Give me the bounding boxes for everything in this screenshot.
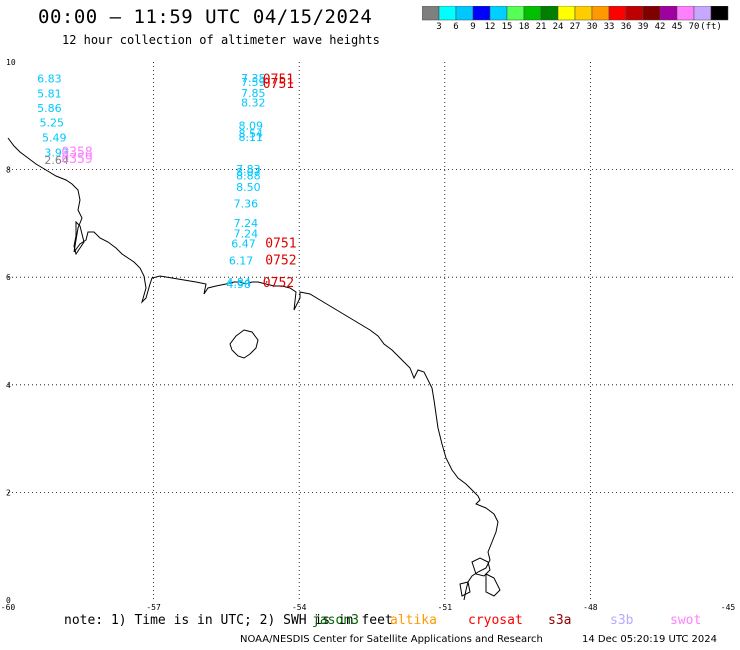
pass-time-label: 0359	[61, 152, 92, 167]
colorbar-label: 24	[552, 22, 564, 32]
x-tick-label: -60	[1, 603, 16, 612]
y-tick-label: 2	[6, 488, 11, 497]
colorbar-label: 15	[501, 22, 513, 32]
wave-height-label: 8.88	[236, 169, 261, 182]
satellite-legend-cryosat: cryosat	[468, 613, 523, 628]
satellite-legend-jason3: jason3	[312, 613, 359, 628]
y-tick-label: 10	[6, 58, 16, 67]
colorbar-label: 18	[518, 22, 530, 32]
wave-height-label: 8.54	[239, 127, 263, 140]
wave-height-label: 5.81	[37, 88, 62, 101]
coastline-delta	[459, 557, 501, 597]
wave-height-label: 4.98	[226, 278, 251, 291]
wave-height-label: 7.59	[241, 76, 266, 89]
wave-height-label: 6.83	[37, 72, 62, 85]
pass-time-label: 0751	[265, 237, 296, 252]
wave-height-label: 2.64	[44, 154, 69, 167]
wave-height-label: 5.86	[37, 102, 62, 115]
colorbar-label: 6	[453, 22, 459, 32]
x-tick-label: -57	[146, 603, 161, 612]
pass-time-label: 0751	[263, 77, 294, 92]
colorbar-label: 70	[688, 22, 700, 32]
wave-height-label: 7.24	[234, 227, 259, 240]
satellite-legend-swot: swot	[670, 613, 702, 628]
axis-ticks: -60 -57 -54 -51 -48 -45 10 8 6 4 2 0	[1, 58, 736, 612]
colorbar-swatch	[710, 6, 729, 21]
wave-height-label: 6.17	[229, 254, 254, 267]
pass-time-label: 0358	[61, 146, 92, 161]
map-title: 00:00 – 11:59 UTC 04/15/2024	[38, 6, 373, 28]
colorbar-label: 27	[569, 22, 581, 32]
wave-height-label: 7.85	[241, 87, 266, 100]
y-tick-label: 4	[6, 381, 11, 390]
pass-time-label: 0752	[265, 253, 296, 268]
y-tick-label: 6	[6, 273, 11, 282]
credit-line: NOAA/NESDIS Center for Satellite Applica…	[240, 634, 543, 645]
colorbar-label: 45	[671, 22, 683, 32]
wave-height-label: 5.25	[40, 117, 64, 130]
wave-height-label: 7.35	[241, 72, 266, 85]
x-tick-label: -45	[721, 603, 736, 612]
wave-height-label: 7.24	[234, 217, 259, 230]
colorbar-label: 3	[436, 22, 442, 32]
y-tick-label: 8	[6, 166, 11, 175]
satellite-legend-s3a: s3a	[548, 613, 572, 628]
satellite-legend-altika: altika	[390, 613, 437, 628]
colorbar-label: 42	[654, 22, 666, 32]
colorbar-label: 39	[637, 22, 649, 32]
coastline	[7, 137, 499, 601]
x-tick-label: -48	[583, 603, 598, 612]
pass-time-label: 0752	[263, 276, 294, 291]
wave-height-label: 6.47	[231, 238, 256, 251]
y-tick-label: 0	[6, 596, 11, 605]
colorbar-label: 33	[603, 22, 615, 32]
wave-height-label: 3.93	[44, 147, 69, 160]
wave-height-label: 4.84	[226, 276, 251, 289]
colorbar	[422, 6, 729, 21]
colorbar-label: 30	[586, 22, 598, 32]
map-subtitle: 12 hour collection of altimeter wave hei…	[62, 33, 380, 47]
colorbar-label: 36	[620, 22, 632, 32]
wave-height-label: 7.36	[234, 197, 259, 210]
wave-height-label: 7.83	[236, 163, 261, 176]
colorbar-label: 12	[484, 22, 496, 32]
wave-height-label: 8.09	[239, 119, 263, 132]
colorbar-label: 21	[535, 22, 547, 32]
wave-height-label: 8.32	[241, 97, 266, 110]
coastline-detail	[73, 220, 85, 256]
island	[229, 329, 259, 359]
wave-height-label: 8.11	[239, 131, 263, 144]
observations: 6.83 5.815.86 5.25 5.49 3.932.64 7.357.597.85…	[37, 72, 296, 291]
wave-height-label: 8.50	[236, 181, 261, 194]
wave-height-label: 5.49	[42, 132, 66, 145]
colorbar-label: (ft)	[700, 22, 722, 32]
generated-timestamp: 14 Dec 05:20:19 UTC 2024	[582, 634, 717, 645]
colorbar-labels: 3 6 9 12 15 18 21 24 27 30 33 36 39 42 45 70 (ft)	[422, 22, 740, 36]
colorbar-label: 9	[470, 22, 476, 32]
graticule	[8, 62, 736, 600]
x-tick-label: -54	[292, 603, 307, 612]
x-tick-label: -51	[438, 603, 453, 612]
pass-time-label: 0751	[263, 73, 294, 88]
wave-height-label: 8.07	[236, 166, 261, 179]
footer-note: note: 1) Time is in UTC; 2) SWH is in fe…	[64, 613, 393, 628]
satellite-legend-s3b: s3b	[610, 613, 634, 628]
